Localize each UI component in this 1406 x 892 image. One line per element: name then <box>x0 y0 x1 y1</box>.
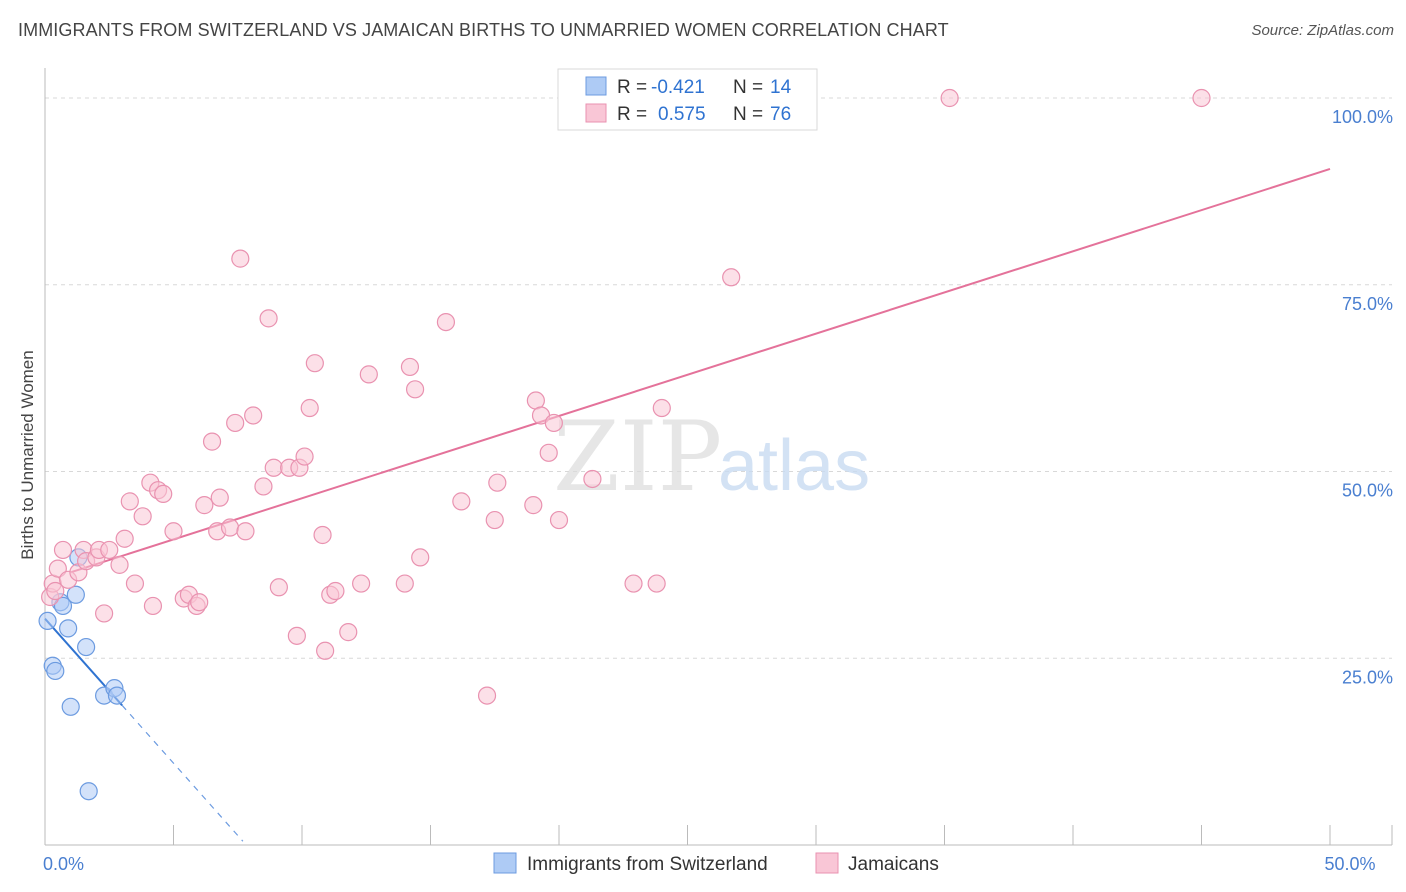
switzerland-point <box>53 596 73 616</box>
labels-layer: 25.0% 50.0% 75.0% 100.0% 0.0% 50.0% <box>43 107 1393 874</box>
jamaicans-point <box>300 398 319 418</box>
jamaicans-point <box>485 510 504 530</box>
jamaicans-point <box>488 473 507 492</box>
jamaicans-point <box>722 268 741 287</box>
jamaicans-point <box>305 354 324 373</box>
y-tick-label: 75.0% <box>1342 294 1393 314</box>
jamaicans-point <box>405 380 425 399</box>
jamaicans-point <box>190 593 209 612</box>
jamaicans-point <box>295 447 314 466</box>
y-tick-label: 100.0% <box>1332 107 1393 127</box>
switzerland-point <box>61 697 80 716</box>
series-legend: Immigrants from Switzerland Jamaicans <box>493 852 939 875</box>
jamaicans-point <box>624 574 643 593</box>
jamaicans-point <box>477 686 497 705</box>
jamaicans-point <box>53 540 73 560</box>
jamaicans-point <box>326 581 345 601</box>
jamaicans-point <box>202 432 222 451</box>
jamaicans-point <box>115 529 134 548</box>
jamaicans-point <box>313 525 332 545</box>
points-layer <box>38 88 1211 801</box>
legend-swatch-jamaicans <box>815 852 839 874</box>
grid-layer <box>45 97 1392 659</box>
switzerland-point <box>79 782 98 801</box>
jamaicans-point <box>46 581 65 601</box>
legend-r-value-blue: -0.421 <box>651 77 705 98</box>
jamaicans-point <box>195 496 214 515</box>
jamaicans-point <box>652 398 671 418</box>
jamaicans-point <box>400 357 420 377</box>
jamaicans-point <box>100 540 119 560</box>
jamaicans-point <box>1192 88 1211 108</box>
legend-swatch-pink <box>585 103 607 123</box>
legend-swatch-switzerland <box>493 852 517 874</box>
jamaicans-point <box>120 492 139 511</box>
jamaicans-point <box>244 406 263 425</box>
jamaicans-point <box>164 522 183 541</box>
switzerland-point <box>107 686 127 705</box>
jamaicans-point <box>436 313 456 332</box>
y-axis-title: Births to Unmarried Women <box>18 350 37 559</box>
jamaicans-point <box>125 574 145 593</box>
watermark-zip: ZIP <box>553 401 722 513</box>
legend-n-label-blue: N = <box>733 77 763 98</box>
jamaicans-point <box>411 548 430 567</box>
chart-title: IMMIGRANTS FROM SWITZERLAND VS JAMAICAN … <box>18 20 949 40</box>
legend-n-value-pink: 76 <box>770 104 791 125</box>
jamaicans-point <box>231 249 250 268</box>
legend-n-label-pink: N = <box>733 104 763 125</box>
y-tick-label: 50.0% <box>1342 481 1393 501</box>
x-tick-label: 0.0% <box>43 854 84 874</box>
y-tick-label: 25.0% <box>1342 667 1393 687</box>
jamaicans-point <box>48 559 67 578</box>
jamaicans-point <box>133 507 152 526</box>
jamaicans-point <box>110 555 129 574</box>
legend-label-jamaicans: Jamaicans <box>848 854 939 875</box>
chart-source: Source: ZipAtlas.com <box>1251 22 1394 39</box>
x-tick-label: 50.0% <box>1324 854 1375 874</box>
jamaicans-point <box>210 488 229 507</box>
legend-label-switzerland: Immigrants from Switzerland <box>527 854 768 875</box>
switzerland-point <box>38 611 57 631</box>
switzerland-point <box>77 637 96 657</box>
jamaicans-point <box>264 458 283 477</box>
legend-r-label-pink: R = <box>617 104 647 125</box>
switzerland-point <box>46 661 65 681</box>
jamaicans-point <box>287 626 306 645</box>
jamaicans-point <box>316 641 335 660</box>
switzerland-point <box>59 619 78 638</box>
stats-legend: R = -0.421 N = 14 R = 0.575 N = 76 <box>557 68 818 131</box>
jamaicans-point <box>259 309 278 328</box>
legend-n-value-blue: 14 <box>770 77 792 98</box>
legend-swatch-blue <box>585 76 607 96</box>
jamaicans-point <box>583 469 602 489</box>
legend-r-label-blue: R = <box>617 77 647 98</box>
jamaicans-point <box>226 413 245 433</box>
jamaicans-trend-line <box>70 168 1331 574</box>
jamaicans-point <box>539 443 558 462</box>
switzerland-trend-extension <box>121 704 244 842</box>
jamaicans-point <box>143 596 163 616</box>
jamaicans-point <box>359 365 378 384</box>
jamaicans-point <box>95 604 114 623</box>
jamaicans-point <box>352 574 371 593</box>
jamaicans-point <box>154 484 173 504</box>
jamaicans-point <box>524 496 543 515</box>
jamaicans-point <box>220 518 240 537</box>
jamaicans-point <box>647 574 666 593</box>
legend-r-value-pink: 0.575 <box>658 104 706 125</box>
jamaicans-point <box>940 88 959 108</box>
switzerland-point <box>66 585 85 604</box>
axes-layer <box>44 68 1393 846</box>
jamaicans-point <box>452 492 471 511</box>
jamaicans-point <box>544 413 563 433</box>
jamaicans-point <box>395 574 414 593</box>
watermark-atlas: atlas <box>718 426 870 506</box>
jamaicans-point <box>339 623 358 642</box>
jamaicans-point <box>549 510 569 530</box>
jamaicans-point <box>269 578 288 597</box>
jamaicans-point <box>254 477 273 496</box>
jamaicans-point <box>236 522 255 541</box>
